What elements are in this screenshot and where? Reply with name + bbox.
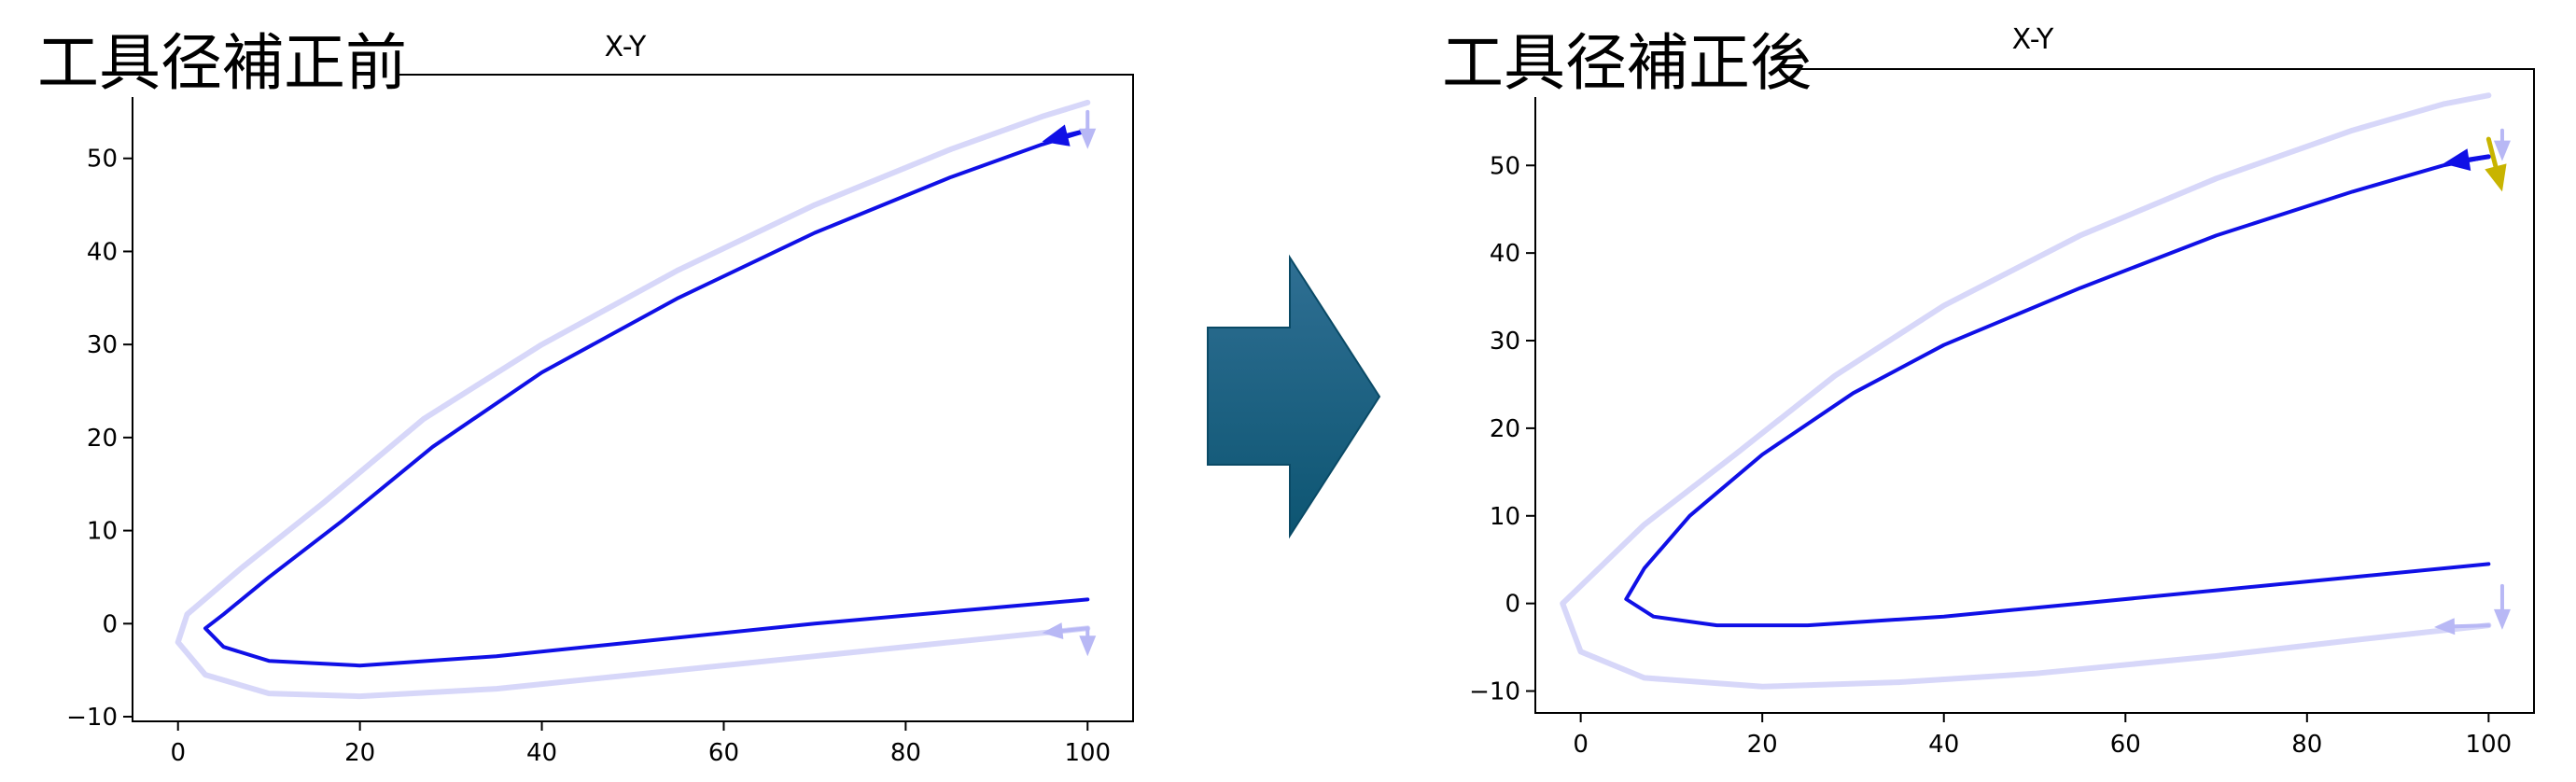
series-layer [175, 99, 1091, 700]
y-tick-label: 50 [87, 146, 118, 174]
x-tick: 40 [1928, 713, 1959, 759]
y-tick-label: 20 [87, 425, 118, 453]
x-tick: 0 [1573, 713, 1589, 759]
x-tick: 0 [170, 721, 186, 767]
x-tick-label: 60 [2110, 731, 2141, 759]
y-tick: 30 [1490, 328, 1535, 356]
chart-title: X-Y [2012, 23, 2054, 56]
y-ticks: −10 0 10 20 30 40 50 [66, 146, 133, 732]
y-tick: 50 [1490, 152, 1535, 180]
y-tick: 50 [87, 146, 133, 174]
offset-arrow-marker [2493, 128, 2511, 161]
y-tick-label: 50 [1490, 152, 1520, 180]
plot-frame [1534, 68, 2535, 714]
x-tick-label: 0 [170, 739, 186, 767]
tool-path-line [203, 128, 1090, 668]
arrow-layer [1042, 109, 1097, 657]
y-tick-label: 30 [87, 331, 118, 359]
x-tick: 60 [2110, 713, 2141, 759]
x-tick-label: 80 [890, 739, 921, 767]
x-tick: 40 [526, 721, 557, 767]
x-tick: 80 [890, 721, 921, 767]
x-tick: 20 [1747, 713, 1778, 759]
y-tick-label: 30 [1490, 328, 1520, 356]
x-tick: 100 [1064, 721, 1111, 767]
y-tick: 0 [1505, 591, 1535, 619]
series-layer [1560, 92, 2492, 690]
y-tick: −10 [1469, 678, 1535, 706]
x-tick: 80 [2291, 713, 2322, 759]
y-tick: 10 [87, 518, 133, 546]
y-tick: 20 [87, 425, 133, 453]
y-tick-label: 40 [1490, 240, 1520, 268]
y-tick-label: −10 [1469, 678, 1520, 706]
transition-arrow [1207, 254, 1381, 539]
x-tick-label: 80 [2291, 731, 2322, 759]
offset-arrow-marker [1079, 109, 1097, 149]
offset-path-line [1560, 92, 2492, 690]
x-tick-label: 40 [526, 739, 557, 767]
y-tick: 10 [1490, 503, 1535, 531]
y-tick: −10 [66, 704, 133, 732]
chart-title: X-Y [605, 31, 647, 63]
x-tick: 60 [708, 721, 739, 767]
y-tick: 0 [102, 610, 133, 638]
offset-arrow-marker [1042, 622, 1090, 639]
chart-after: 0 20 40 60 80 100 −10 0 10 20 30 40 50 X-Y 工具径補正後 [1437, 23, 2535, 759]
x-tick: 20 [344, 721, 375, 767]
y-tick: 20 [1490, 415, 1535, 443]
x-tick-label: 20 [344, 739, 375, 767]
y-tick: 40 [1490, 240, 1535, 268]
y-tick-label: 10 [1490, 503, 1520, 531]
y-tick-label: 0 [1505, 591, 1520, 619]
y-tick-label: −10 [66, 704, 118, 732]
plot-frame [132, 74, 1134, 722]
offset-arrow-marker [2434, 618, 2491, 635]
y-tick-label: 20 [1490, 415, 1520, 443]
x-tick-label: 20 [1747, 731, 1778, 759]
x-tick: 100 [2466, 713, 2513, 759]
tool-path-line [1624, 154, 2491, 628]
start-arrow-marker [2485, 136, 2507, 192]
y-tick-label: 0 [102, 610, 118, 638]
caption-after: 工具径補正後 [1442, 27, 1812, 99]
chart-before: 0 20 40 60 80 100 −10 0 10 20 30 40 50 X-Y 工具径補正前 [35, 27, 1134, 767]
x-tick-label: 40 [1928, 731, 1959, 759]
y-tick: 40 [87, 238, 133, 266]
caption-before: 工具径補正前 [37, 27, 407, 99]
y-tick-label: 40 [87, 238, 118, 266]
x-tick-label: 0 [1573, 731, 1589, 759]
path-marker [2443, 148, 2491, 171]
offset-arrow-marker [1079, 626, 1097, 657]
x-tick-label: 60 [708, 739, 739, 767]
caption-bg [1437, 30, 1801, 97]
offset-path-line [175, 99, 1091, 700]
x-tick-label: 100 [2466, 731, 2513, 759]
arrow-layer [2434, 128, 2511, 635]
caption-bg [35, 30, 399, 97]
x-ticks: 0 20 40 60 80 100 [170, 721, 1111, 767]
y-tick: 30 [87, 331, 133, 359]
x-ticks: 0 20 40 60 80 100 [1573, 713, 2512, 759]
x-tick-label: 100 [1064, 739, 1111, 767]
y-tick-label: 10 [87, 518, 118, 546]
y-ticks: −10 0 10 20 30 40 50 [1469, 152, 1535, 706]
offset-arrow-marker [2493, 583, 2511, 630]
